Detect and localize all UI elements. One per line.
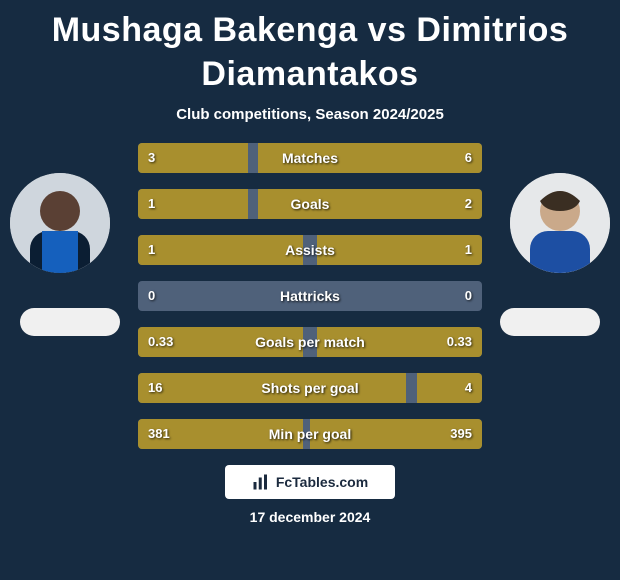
stat-label: Goals per match — [138, 327, 482, 357]
stat-label: Hattricks — [138, 281, 482, 311]
brand-text: FcTables.com — [276, 474, 368, 490]
club-badge-right — [500, 308, 600, 336]
avatar-left — [10, 173, 110, 273]
stat-row: 36Matches — [138, 143, 482, 173]
stat-row: 0.330.33Goals per match — [138, 327, 482, 357]
stat-row: 12Goals — [138, 189, 482, 219]
bar-chart-icon — [252, 473, 270, 491]
comparison-area: 36Matches 12Goals 11Assists 00Hattricks 0.33… — [0, 143, 620, 449]
club-badge-left — [20, 308, 120, 336]
stat-label: Assists — [138, 235, 482, 265]
stat-bars: 36Matches 12Goals 11Assists 00Hattricks 0.33… — [138, 143, 482, 449]
stat-label: Min per goal — [138, 419, 482, 449]
subtitle: Club competitions, Season 2024/2025 — [0, 106, 620, 123]
avatar-right — [510, 173, 610, 273]
stat-row: 00Hattricks — [138, 281, 482, 311]
brand-badge: FcTables.com — [225, 465, 395, 499]
stat-row: 11Assists — [138, 235, 482, 265]
footer-date: 17 december 2024 — [0, 509, 620, 525]
stat-label: Goals — [138, 189, 482, 219]
stat-row: 164Shots per goal — [138, 373, 482, 403]
avatar-left-placeholder — [10, 173, 110, 273]
page-title: Mushaga Bakenga vs Dimitrios Diamantakos — [0, 0, 620, 100]
avatar-right-placeholder — [510, 173, 610, 273]
stat-label: Matches — [138, 143, 482, 173]
stat-row: 381395Min per goal — [138, 419, 482, 449]
stat-label: Shots per goal — [138, 373, 482, 403]
